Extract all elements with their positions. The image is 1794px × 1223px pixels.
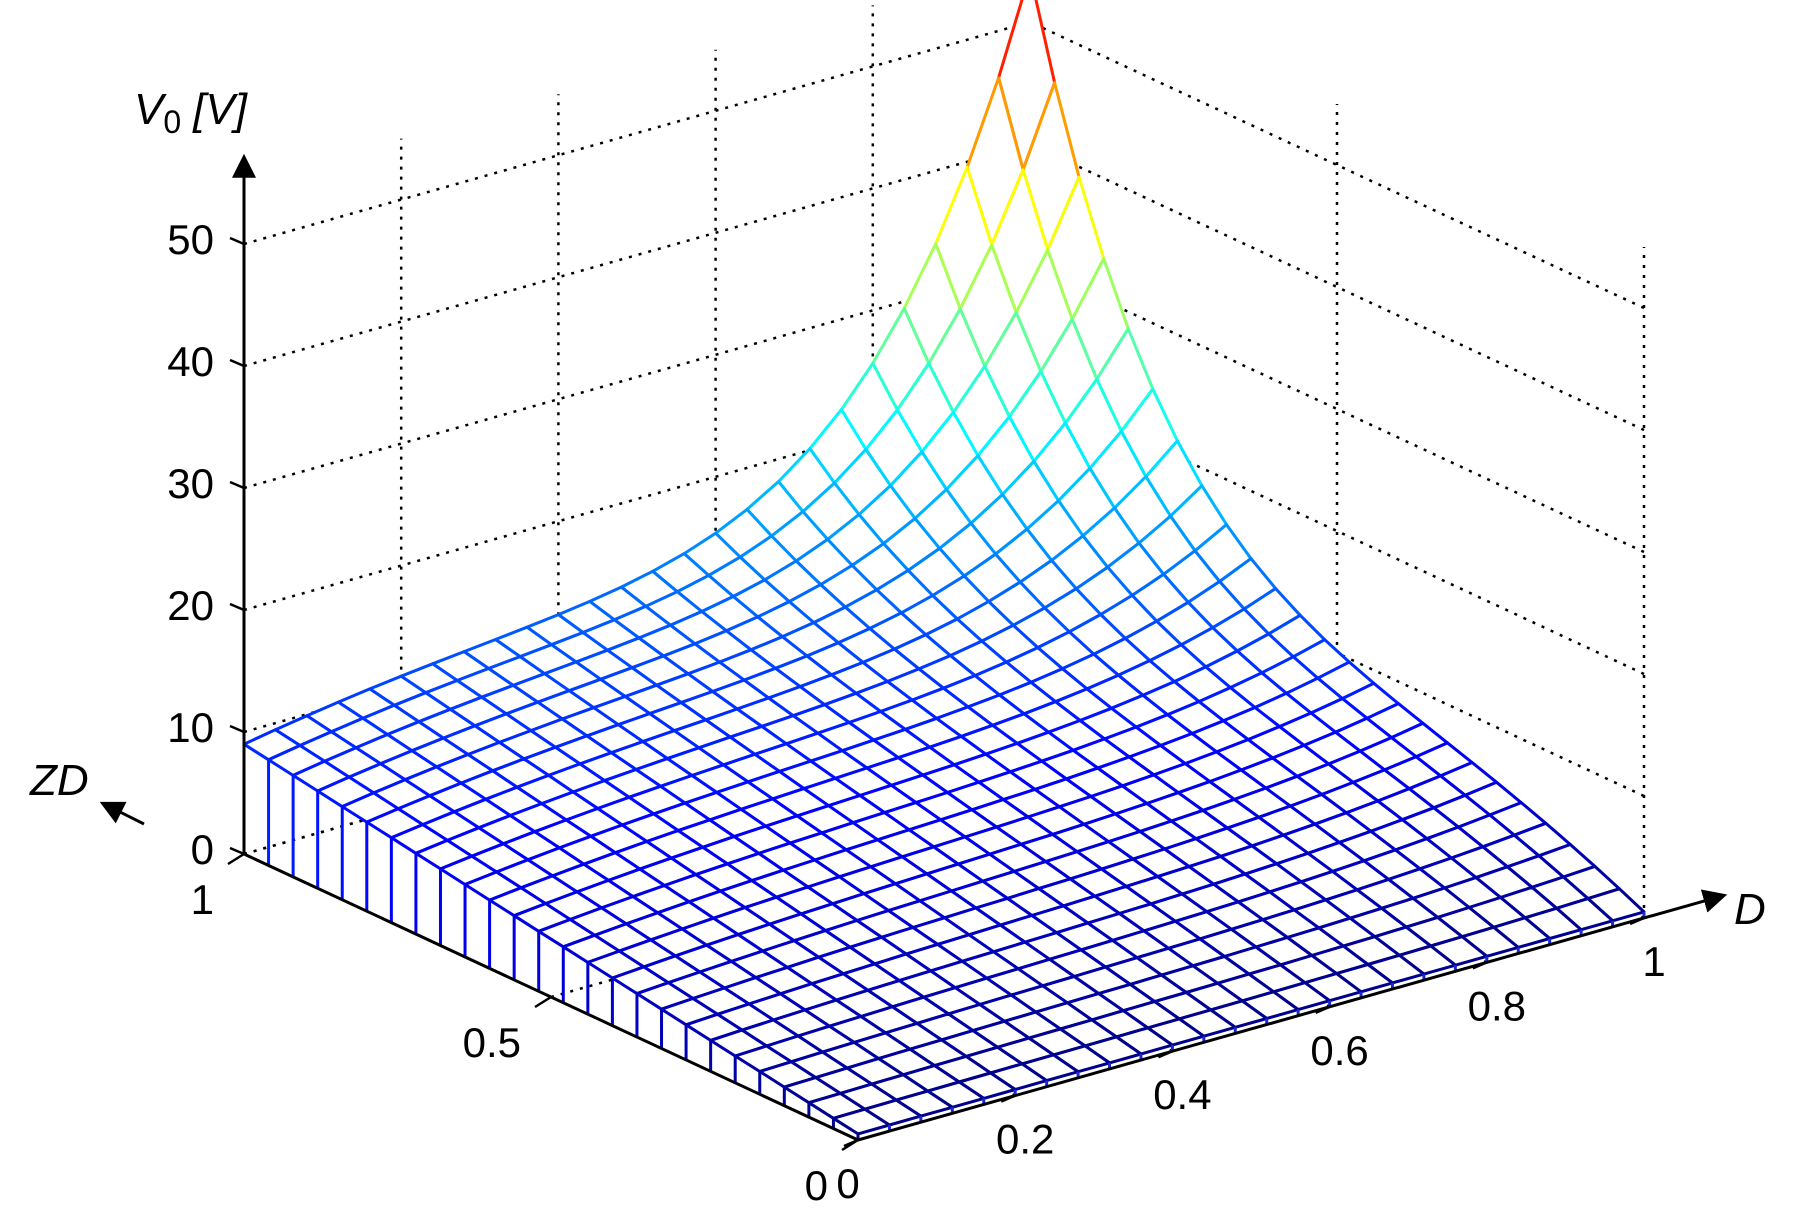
z-tick [229,602,245,612]
d-axis-line [857,889,1728,1142]
z-axis-title-unit: [V] [192,85,249,134]
d-tick [1315,1005,1331,1014]
d-tick [1472,961,1488,970]
zd-tick-label: 0 [805,1162,828,1209]
z-tick [229,846,245,856]
grid-line-side-wall [1029,508,1645,798]
z-tick [229,724,245,734]
zd-tick [841,1138,859,1152]
zd-tick [227,852,245,866]
d-tick [1000,1094,1016,1103]
grid-line-side-wall [1029,142,1645,432]
d-tick [1629,916,1645,926]
zd-direction-arrow [99,801,145,826]
d-tick-label: 0 [836,1160,859,1207]
z-tick-label: 10 [167,704,214,751]
d-tick-label: 0.6 [1310,1027,1368,1074]
zd-tick [534,995,552,1009]
grid-line-back-wall [243,20,1031,246]
d-axis-title: D [1734,885,1766,934]
d-tick-label: 0.8 [1468,982,1526,1029]
z-axis-title-subscript: 0 [163,104,181,140]
z-tick [229,236,245,246]
surface-cell [831,1107,891,1136]
zd-tick-label: 1 [191,876,214,923]
z-tick-label: 40 [167,338,214,385]
z-tick-label: 20 [167,582,214,629]
z-axis-title: V0 [V] [134,85,249,140]
grid-line-side-wall [1029,20,1645,310]
d-tick [1157,1050,1173,1059]
grid-line-side-wall [1029,264,1645,554]
z-tick-label: 0 [191,826,214,873]
z-tick [229,480,245,490]
z-tick-label: 30 [167,460,214,507]
d-tick-label: 0.4 [1153,1071,1211,1118]
grid-line-side-wall [1029,386,1645,676]
zd-axis-title: ZD [29,756,89,805]
z-tick [229,358,245,368]
z-tick-label: 50 [167,216,214,263]
grid-line-back-wall [243,142,1031,368]
grid-line-back-wall [243,264,1031,490]
d-tick-label: 0.2 [996,1116,1054,1163]
surface-mesh [242,0,1646,1140]
z-axis-title-main: V [134,85,167,134]
d-tick-label: 1 [1642,938,1665,985]
zd-tick-label: 0.5 [463,1019,521,1066]
